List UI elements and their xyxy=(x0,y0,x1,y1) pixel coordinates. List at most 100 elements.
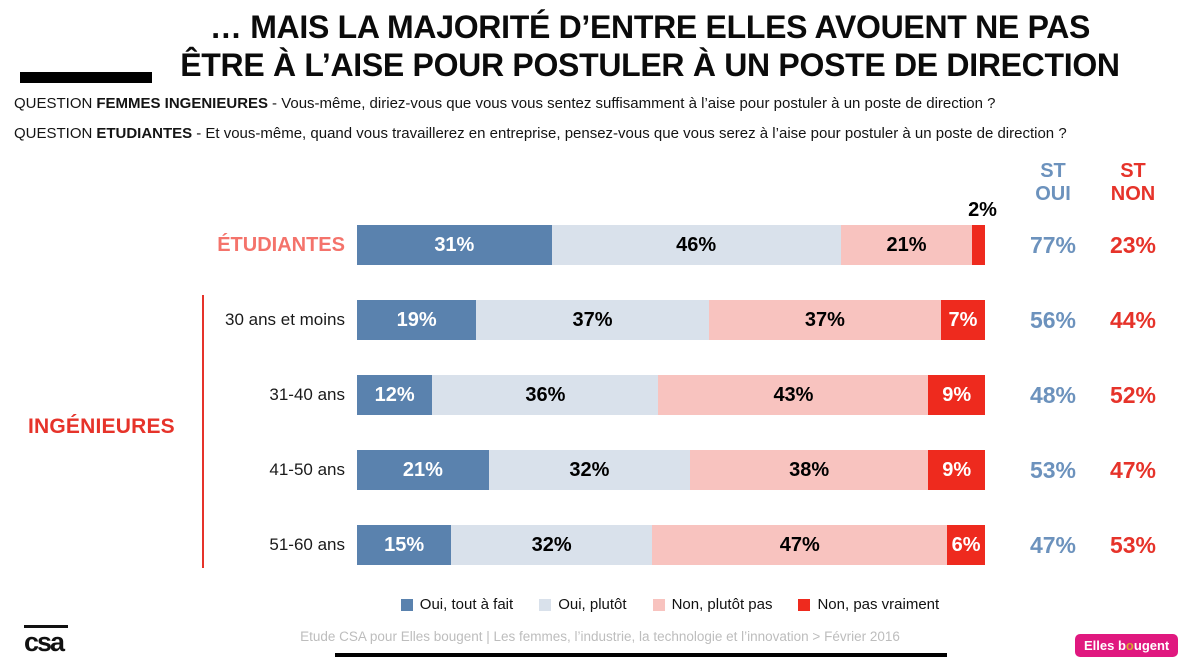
bar-segment-non-pas-vraiment: 2% xyxy=(968,199,997,265)
stacked-bar: 21% 32% 38% 9% xyxy=(357,450,985,490)
bar-segment-non-plutot-pas: 21% xyxy=(840,225,973,265)
question-text: - Et vous-même, quand vous travaillerez … xyxy=(196,125,1067,142)
question-block: QUESTION FEMMES INGENIEURES - Vous-même, d… xyxy=(14,95,1071,155)
row-label: 30 ans et moins xyxy=(224,310,345,329)
legend-item-oui-plutot: Oui, plutôt xyxy=(539,596,627,613)
question-audience: FEMMES INGENIEURES xyxy=(96,95,269,112)
elles-bougent-symbol: o xyxy=(1125,638,1134,653)
bar-segment-oui-plutot: 32% xyxy=(488,450,690,490)
group-label-ingenieures: INGÉNIEURES xyxy=(28,415,175,438)
legend-item-non-plutot-pas: Non, plutôt pas xyxy=(652,596,773,613)
st-non-value: 23% xyxy=(1109,232,1157,258)
segment-value: 47% xyxy=(779,533,820,556)
segment-value: 37% xyxy=(572,308,613,331)
bar-segment-oui-plutot: 32% xyxy=(451,525,653,565)
question-audience: ETUDIANTES xyxy=(96,125,193,142)
chart-legend: Oui, tout à fait Oui, plutôt Non, plutôt… xyxy=(330,596,1010,613)
question-ingenieures: QUESTION FEMMES INGENIEURES - Vous-même, d… xyxy=(14,95,1071,112)
legend-label: Oui, tout à fait xyxy=(419,596,514,613)
segment-value: 31% xyxy=(434,233,475,256)
bar-segment-non-plutot-pas: 38% xyxy=(689,450,929,490)
bar-segment-oui-tout-a-fait: 19% xyxy=(357,300,477,340)
segment-value: 38% xyxy=(789,458,830,481)
segment-value: 7% xyxy=(948,308,978,331)
page-title: … MAIS LA MAJORITÉ D’ENTRE ELLES AVOUENT… xyxy=(140,8,1160,84)
segment-value: 21% xyxy=(886,233,927,256)
segment-value: 19% xyxy=(396,308,437,331)
st-non-value: 44% xyxy=(1109,307,1157,333)
question-prefix: QUESTION xyxy=(14,125,93,142)
chart-row-51-60-ans: 51-60 ans 15% 32% 47% 6% 47% 53% xyxy=(0,525,1200,565)
segment-value: 32% xyxy=(569,458,610,481)
legend-label: Non, plutôt pas xyxy=(671,596,773,613)
segment-value: 6% xyxy=(951,533,981,556)
bar-segment-non-pas-vraiment: 6% xyxy=(947,525,985,565)
segment-value: 37% xyxy=(804,308,845,331)
st-oui-value: 47% xyxy=(1029,532,1077,558)
bar-segment-oui-plutot: 36% xyxy=(432,375,659,415)
st-oui-value: 77% xyxy=(1029,232,1077,258)
segment-value: 46% xyxy=(676,233,717,256)
question-prefix: QUESTION xyxy=(14,95,93,112)
elles-bougent-logo: Elles bougent xyxy=(1075,634,1179,657)
slide-bottom-border xyxy=(335,653,947,657)
csa-logo-text: csa xyxy=(24,627,65,657)
legend-swatch xyxy=(798,598,811,611)
st-non-value: 47% xyxy=(1109,457,1157,483)
stacked-bar: 12% 36% 43% 9% xyxy=(357,375,985,415)
bar-segment-non-plutot-pas: 37% xyxy=(708,300,942,340)
st-oui-value: 53% xyxy=(1029,457,1077,483)
csa-logo-overline xyxy=(24,625,68,628)
bar-segment-oui-plutot: 46% xyxy=(551,225,841,265)
question-text: - Vous-même, diriez-vous que vous vous s… xyxy=(272,95,996,112)
chart-row-41-50-ans: 41-50 ans 21% 32% 38% 9% 53% 47% xyxy=(0,450,1200,490)
segment-value: 12% xyxy=(374,383,415,406)
stacked-bar: 15% 32% 47% 6% xyxy=(357,525,985,565)
bar-segment-non-plutot-pas: 43% xyxy=(658,375,929,415)
title-accent-bar xyxy=(20,72,152,83)
ingenieures-group-bracket xyxy=(202,295,204,568)
st-non-value: 53% xyxy=(1109,532,1157,558)
segment-value: 9% xyxy=(942,383,972,406)
segment-value: 15% xyxy=(384,533,425,556)
legend-item-oui-tout-a-fait: Oui, tout à fait xyxy=(400,596,514,613)
legend-item-non-pas-vraiment: Non, pas vraiment xyxy=(798,596,939,613)
st-oui-value: 48% xyxy=(1029,382,1077,408)
row-label: 51-60 ans xyxy=(269,535,345,554)
st-oui-header: ST OUI xyxy=(1035,160,1071,205)
elles-bougent-text: Elles b xyxy=(1084,638,1126,653)
chart-row-etudiantes: ÉTUDIANTES 31% 46% 21% 2% 77% 23% xyxy=(0,199,1200,265)
legend-swatch xyxy=(652,598,665,611)
bar-segment-non-plutot-pas: 47% xyxy=(652,525,948,565)
legend-label: Oui, plutôt xyxy=(558,596,627,613)
bar-segment-non-pas-vraiment: 9% xyxy=(928,450,985,490)
row-label: 31-40 ans xyxy=(269,385,345,404)
question-etudiantes: QUESTION ETUDIANTES - Et vous-même, quand … xyxy=(14,125,1071,142)
row-label: ÉTUDIANTES xyxy=(217,234,345,256)
st-oui-value: 56% xyxy=(1029,307,1077,333)
stacked-bar: 19% 37% 37% 7% xyxy=(357,300,985,340)
bar-segment-oui-plutot: 37% xyxy=(476,300,709,340)
legend-label: Non, pas vraiment xyxy=(817,596,940,613)
legend-swatch xyxy=(400,598,413,611)
stacked-bar: 31% 46% 21% 2% xyxy=(357,199,997,265)
csa-logo: csa xyxy=(24,625,68,657)
segment-value: 9% xyxy=(942,458,972,481)
st-non-value: 52% xyxy=(1109,382,1157,408)
segment-value: 21% xyxy=(402,458,443,481)
chart-row-31-40-ans: 31-40 ans 12% 36% 43% 9% 48% 52% xyxy=(0,375,1200,415)
bar-segment-non-pas-vraiment: 9% xyxy=(928,375,985,415)
bar-segment-oui-tout-a-fait: 31% xyxy=(357,225,552,265)
row-label: 41-50 ans xyxy=(269,460,345,479)
segment-value: 2% xyxy=(968,199,997,221)
legend-swatch xyxy=(539,598,552,611)
bar-segment-oui-tout-a-fait: 15% xyxy=(357,525,452,565)
elles-bougent-text: ugent xyxy=(1133,638,1170,653)
chart-row-30-ans-et-moins: 30 ans et moins 19% 37% 37% 7% 56% 44% xyxy=(0,300,1200,340)
st-non-header: ST NON xyxy=(1110,160,1156,205)
bar-segment-oui-tout-a-fait: 12% xyxy=(357,375,433,415)
segment-value: 43% xyxy=(773,383,814,406)
title-line-1: … MAIS LA MAJORITÉ D’ENTRE ELLES AVOUENT… xyxy=(209,9,1091,45)
bar-segment-oui-tout-a-fait: 21% xyxy=(357,450,489,490)
segment-value: 32% xyxy=(531,533,572,556)
